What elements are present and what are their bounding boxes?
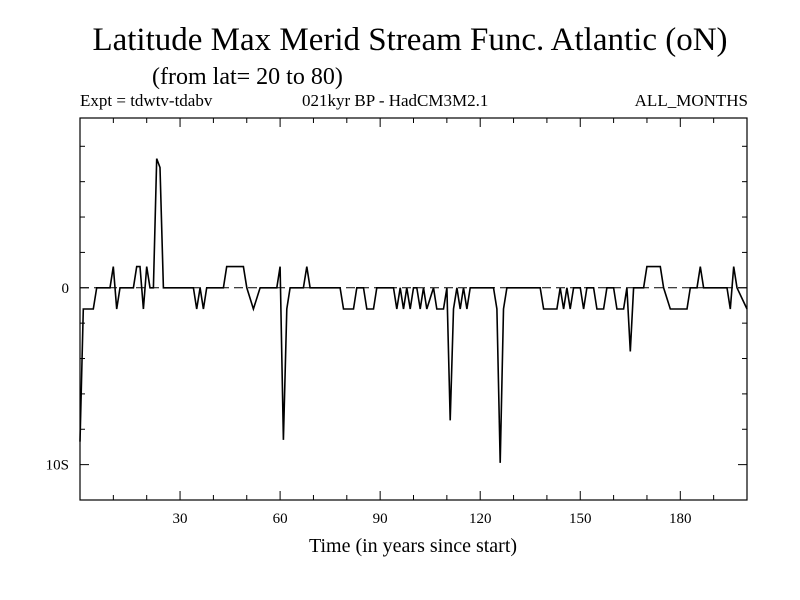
x-tick-label-60: 60 [273,511,288,527]
y-tick-label-0: 0 [62,281,70,297]
months-label: ALL_MONTHS [634,91,748,110]
x-tick-label-120: 120 [469,511,492,527]
x-tick-label-30: 30 [173,511,188,527]
model-label: 021kyr BP - HadCM3M2.1 [302,91,489,110]
x-tick-label-90: 90 [373,511,388,527]
x-tick-label-150: 150 [569,511,592,527]
x-axis-label: Time (in years since start) [309,535,517,557]
series-line-0 [79,158,748,463]
plot-frame [79,117,748,501]
experiment-label: Expt = tdwtv-tdabv [80,91,213,110]
y-tick-label--10: 10S [46,458,69,474]
chart-subtitle: (from lat= 20 to 80) [152,64,343,90]
chart-title: Latitude Max Merid Stream Func. Atlantic… [92,22,728,58]
x-tick-label-180: 180 [669,511,692,527]
